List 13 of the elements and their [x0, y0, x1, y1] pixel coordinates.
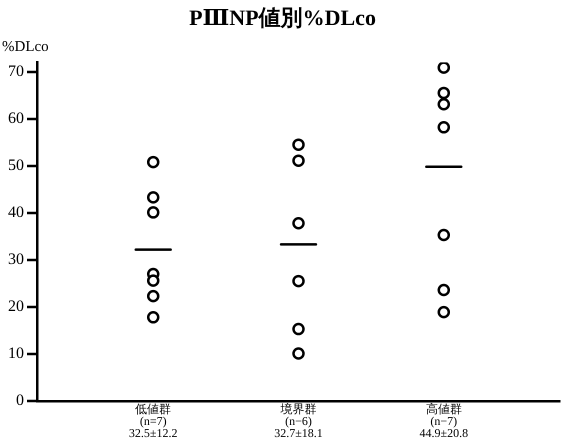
- chart-title: PⅢNP値別%DLco: [189, 4, 376, 30]
- x-tick-label: 低値群 (n=7) 32.5±12.2: [128, 402, 178, 440]
- y-axis-title: %DLco: [2, 38, 49, 55]
- y-tick-label: 60: [8, 110, 24, 128]
- y-tick-label: 40: [8, 204, 24, 222]
- y-tick-label: 70: [8, 63, 24, 80]
- x-tick-label: 高値群 (n−7) 44.9±20.8: [419, 402, 468, 440]
- y-tick-label: 10: [8, 345, 24, 362]
- y-tick-label: 30: [8, 251, 24, 268]
- y-tick-label: 0: [16, 392, 24, 410]
- y-tick-label: 50: [8, 157, 24, 174]
- x-tick-label: 境界群 (n−6) 32.7±18.1: [274, 402, 323, 440]
- y-tick-label: 20: [8, 298, 24, 316]
